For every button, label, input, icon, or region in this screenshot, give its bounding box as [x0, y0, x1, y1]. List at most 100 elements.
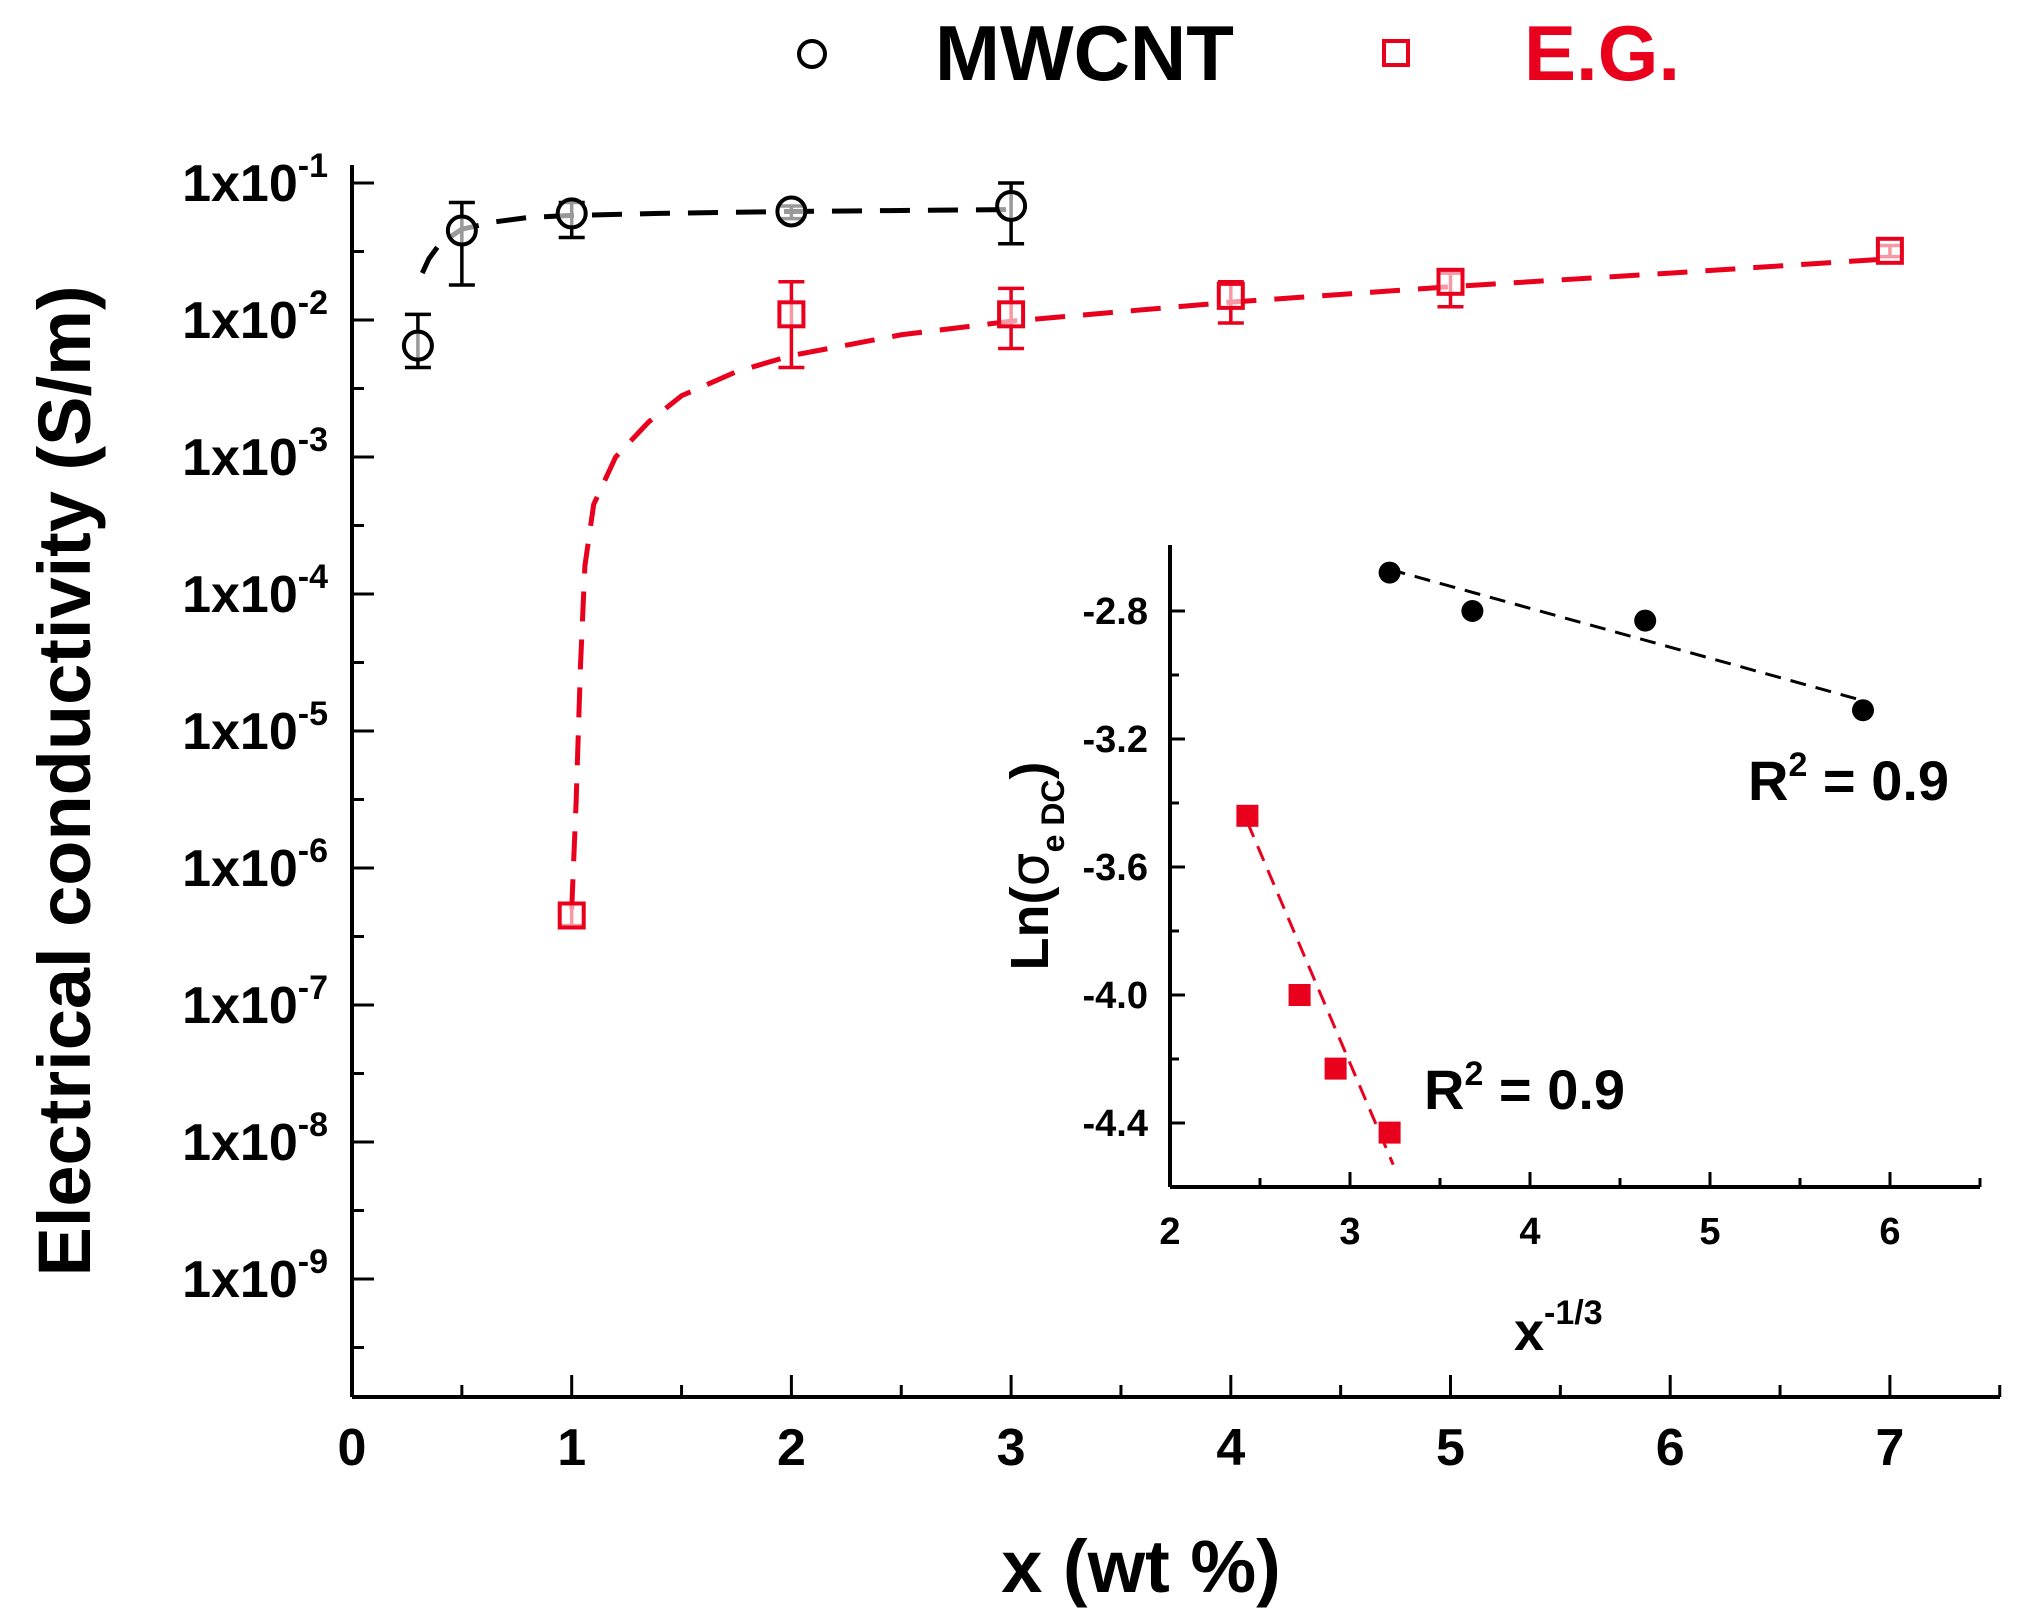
legend: MWCNT E.G. [797, 9, 1680, 97]
y-tick-exponent: -9 [298, 1243, 328, 1281]
inset-y-tick-label: -4.4 [1083, 1103, 1148, 1145]
fit-curve-eg [569, 256, 1891, 910]
x-axis-ticks: 0 1 2 3 4 5 6 7 [338, 1375, 2002, 1477]
r2-eg-rest: = 0.9 [1483, 1058, 1625, 1121]
y-tick-label: 1x10-5 [182, 695, 328, 761]
y-tick-exponent: -2 [298, 284, 328, 322]
y-tick-mantissa: 1x10 [182, 429, 298, 487]
inset-point-eg [1324, 1057, 1347, 1080]
y-tick-exponent: -1 [298, 147, 328, 185]
inset-x-ticks: 2 3 4 5 6 [1159, 1172, 1982, 1253]
main-fit-curves [420, 207, 1891, 910]
inset-plot: 2 3 4 5 6 -2.8 -3.2 -3.6 -4.0 -4.4 x-1/3 Ln(σe D… [998, 545, 1982, 1362]
y-tick-exponent: -7 [298, 969, 328, 1007]
y-tick-label: 1x10-8 [182, 1106, 328, 1172]
data-point-mwcnt [775, 195, 808, 228]
y-tick-mantissa: 1x10 [182, 155, 298, 213]
x-tick-label: 0 [338, 1419, 367, 1477]
y-tick-label: 1x10-9 [182, 1243, 328, 1309]
data-point-mwcnt [401, 329, 434, 362]
inset-x-tick-label: 4 [1519, 1211, 1540, 1253]
data-point-eg [997, 300, 1026, 329]
y-tick-label: 1x10-3 [182, 421, 328, 487]
inset-x-tick-label: 2 [1159, 1211, 1180, 1253]
y-tick-mantissa: 1x10 [182, 292, 298, 350]
data-point-mwcnt [445, 214, 478, 247]
y-tick-mantissa: 1x10 [182, 703, 298, 761]
data-point-eg [1216, 281, 1245, 310]
main-error-bars [404, 181, 1903, 928]
inset-x-title-superscript: -1/3 [1544, 1294, 1603, 1332]
data-point-mwcnt [995, 189, 1028, 222]
inset-y-title-sigma: σ [998, 852, 1061, 886]
y-axis-title: Electrical conductivity (S/m) [23, 285, 106, 1276]
y-tick-exponent: -5 [298, 695, 328, 733]
inset-point-eg [1378, 1121, 1401, 1144]
y-tick-label: 1x10-1 [182, 147, 328, 213]
y-tick-exponent: -6 [298, 832, 328, 870]
y-axis-ticks: 1x10-11x10-21x10-31x10-41x10-51x10-61x10… [182, 147, 374, 1349]
x-tick-label: 4 [1216, 1419, 1245, 1477]
legend-label-mwcnt: MWCNT [935, 9, 1234, 97]
x-tick-label: 1 [557, 1419, 586, 1477]
inset-point-eg [1288, 984, 1311, 1006]
inset-y-ticks: -2.8 -3.2 -3.6 -4.0 -4.4 [1083, 591, 1185, 1145]
inset-fit-lines [1246, 567, 1864, 1166]
inset-point-mwcnt [1634, 609, 1657, 632]
legend-label-eg: E.G. [1524, 9, 1680, 97]
r2-mwcnt-exp: 2 [1788, 746, 1807, 784]
y-tick-mantissa: 1x10 [182, 840, 298, 898]
inset-x-title-base: x [1514, 1302, 1544, 1362]
fit-curve-mwcnt [420, 207, 1012, 275]
inset-data-points [1236, 561, 1874, 1144]
inset-x-tick-label: 6 [1879, 1211, 1900, 1253]
legend-marker-mwcnt [797, 39, 827, 69]
inset-y-title-subscript: e DC [1035, 779, 1071, 852]
inset-point-mwcnt [1461, 600, 1484, 622]
inset-y-tick-label: -2.8 [1083, 591, 1148, 633]
y-tick-exponent: -8 [298, 1106, 328, 1144]
inset-fit-line-mwcnt [1389, 567, 1864, 703]
r2-eg-exp: 2 [1464, 1055, 1483, 1093]
y-tick-mantissa: 1x10 [182, 1114, 298, 1172]
inset-y-axis-title: Ln(σe DC) [998, 761, 1071, 970]
inset-y-title-prefix: Ln( [1000, 887, 1060, 971]
data-point-eg [777, 300, 806, 329]
data-point-eg [1436, 267, 1465, 296]
inset-point-mwcnt [1378, 561, 1401, 584]
inset-r2-annotation-mwcnt: R2 = 0.9 [1748, 746, 1949, 812]
main-data-points [401, 189, 1904, 930]
inset-x-axis-title: x-1/3 [1514, 1294, 1603, 1362]
inset-point-mwcnt [1852, 699, 1874, 722]
x-tick-label: 2 [777, 1419, 806, 1477]
inset-point-eg [1236, 804, 1259, 827]
inset-fit-line-eg [1246, 821, 1395, 1166]
r2-eg-base: R [1424, 1058, 1464, 1121]
r2-mwcnt-base: R [1748, 749, 1788, 812]
x-tick-label: 5 [1436, 1419, 1465, 1477]
inset-y-tick-label: -4.0 [1083, 975, 1148, 1017]
y-tick-exponent: -3 [298, 421, 328, 459]
legend-marker-eg [1382, 39, 1410, 67]
y-tick-mantissa: 1x10 [182, 977, 298, 1035]
y-tick-mantissa: 1x10 [182, 566, 298, 624]
inset-r2-annotation-eg: R2 = 0.9 [1424, 1055, 1625, 1121]
inset-x-tick-label: 5 [1699, 1211, 1720, 1253]
data-point-eg [1875, 236, 1904, 265]
y-tick-label: 1x10-7 [182, 969, 328, 1035]
y-tick-exponent: -4 [298, 558, 328, 596]
y-tick-label: 1x10-2 [182, 284, 328, 350]
inset-y-title-suffix: ) [1000, 761, 1060, 779]
y-tick-label: 1x10-4 [182, 558, 328, 624]
inset-y-tick-label: -3.2 [1083, 719, 1148, 761]
inset-x-tick-label: 3 [1339, 1211, 1360, 1253]
y-tick-mantissa: 1x10 [182, 1251, 298, 1309]
data-point-eg [557, 901, 586, 930]
x-axis-title: x (wt %) [1001, 1525, 1281, 1608]
x-tick-label: 7 [1875, 1419, 1904, 1477]
data-point-mwcnt [555, 197, 588, 230]
y-tick-label: 1x10-6 [182, 832, 328, 898]
r2-mwcnt-rest: = 0.9 [1807, 749, 1949, 812]
